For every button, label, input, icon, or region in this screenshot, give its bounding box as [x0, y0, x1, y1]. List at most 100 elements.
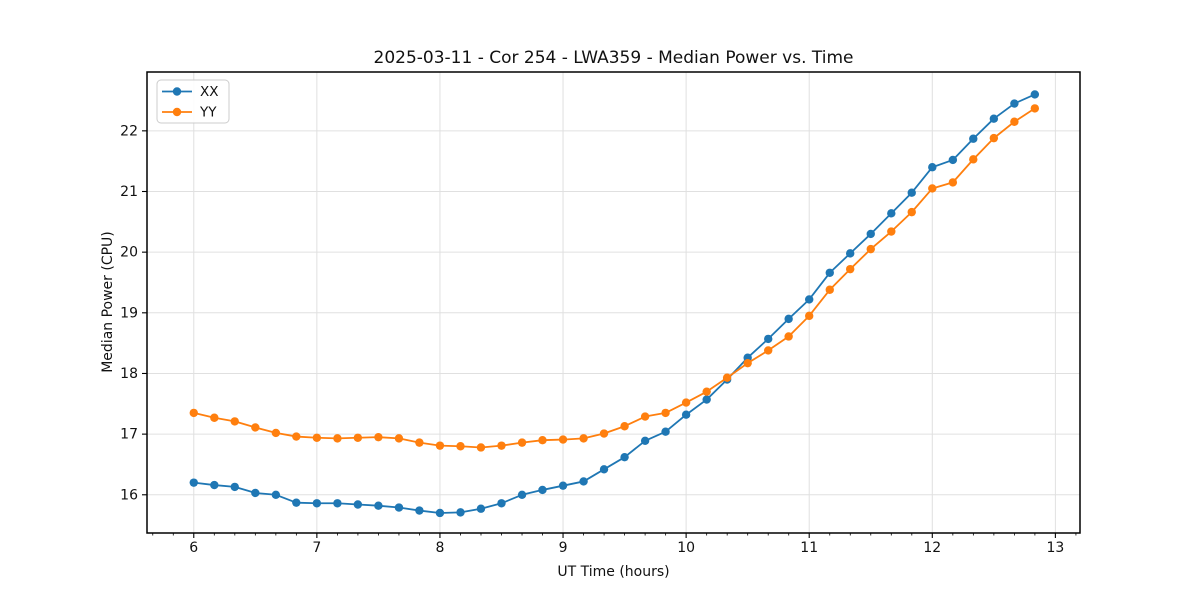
y-tick-label: 20: [120, 245, 138, 261]
data-point-XX: [640, 436, 650, 445]
data-point-YY: [353, 433, 363, 442]
data-point-YY: [599, 429, 609, 438]
data-point-XX: [825, 268, 834, 277]
data-point-YY: [292, 432, 301, 441]
data-point-XX: [558, 481, 568, 490]
data-point-XX: [251, 488, 260, 498]
data-point-XX: [292, 498, 301, 507]
data-point-XX: [353, 500, 363, 509]
data-point-XX: [989, 114, 999, 123]
data-point-XX: [456, 508, 465, 517]
y-tick-label: 19: [120, 305, 138, 321]
axes-spines: [146, 71, 1081, 534]
chart-title: 2025-03-11 - Cor 254 - LWA359 - Median P…: [373, 48, 854, 68]
data-point-YY: [394, 434, 404, 443]
data-point-XX: [969, 134, 978, 143]
data-point-YY: [661, 408, 670, 418]
data-point-XX: [271, 490, 281, 499]
x-tick-label: 10: [677, 540, 695, 556]
data-point-XX: [702, 395, 711, 404]
data-point-YY: [620, 422, 629, 431]
data-point-XX: [517, 490, 527, 499]
data-point-YY: [948, 178, 958, 187]
data-point-YY: [989, 133, 999, 143]
data-point-YY: [579, 434, 588, 443]
legend-marker-YY: [172, 107, 182, 117]
data-point-YY: [189, 408, 198, 418]
data-point-YY: [969, 155, 978, 164]
data-point-XX: [210, 480, 219, 490]
data-point-XX: [374, 501, 383, 510]
data-point-YY: [907, 207, 916, 217]
y-tick-label: 17: [120, 427, 138, 443]
data-point-XX: [764, 334, 773, 344]
data-point-YY: [845, 264, 855, 274]
y-axis-label: Median Power (CPU): [100, 231, 116, 373]
data-point-XX: [394, 503, 404, 512]
data-point-YY: [681, 398, 691, 407]
data-point-YY: [558, 435, 568, 444]
x-tick-label: 11: [800, 540, 818, 556]
data-point-XX: [1010, 99, 1019, 108]
data-point-YY: [230, 417, 239, 426]
x-tick-label: 6: [189, 540, 198, 556]
x-tick-label: 8: [435, 540, 444, 556]
y-tick-label: 22: [120, 123, 138, 139]
data-point-YY: [764, 346, 773, 355]
data-point-YY: [887, 227, 896, 236]
data-point-XX: [599, 465, 609, 474]
x-tick-label: 7: [312, 540, 321, 556]
data-point-XX: [681, 410, 691, 419]
data-point-XX: [784, 314, 793, 324]
data-point-XX: [538, 485, 547, 495]
legend-label-YY: YY: [199, 105, 217, 121]
data-point-YY: [251, 423, 260, 432]
data-point-YY: [928, 184, 937, 193]
data-point-YY: [825, 285, 834, 294]
data-point-XX: [928, 163, 937, 172]
data-point-YY: [1010, 117, 1019, 126]
data-point-YY: [497, 441, 506, 450]
y-tick-label: 21: [120, 184, 138, 200]
data-point-XX: [415, 506, 424, 515]
data-point-YY: [805, 311, 814, 321]
y-tick-label: 16: [120, 487, 138, 503]
data-point-XX: [435, 508, 445, 518]
legend-marker-XX: [172, 87, 182, 96]
data-point-YY: [640, 412, 650, 421]
data-point-YY: [702, 387, 711, 396]
data-point-YY: [538, 435, 547, 445]
data-point-YY: [722, 373, 732, 382]
data-point-YY: [271, 428, 281, 438]
data-point-XX: [333, 499, 342, 508]
data-point-XX: [189, 478, 198, 487]
data-point-XX: [497, 499, 506, 508]
data-point-XX: [948, 155, 958, 165]
data-point-YY: [210, 413, 219, 422]
data-point-XX: [476, 504, 486, 513]
data-point-XX: [866, 229, 875, 239]
data-point-YY: [743, 358, 752, 368]
data-point-YY: [517, 438, 527, 447]
data-point-YY: [374, 432, 383, 442]
data-point-YY: [476, 443, 486, 452]
data-point-YY: [312, 433, 322, 442]
data-point-XX: [312, 499, 322, 508]
data-point-XX: [230, 482, 239, 492]
x-tick-label: 13: [1046, 540, 1064, 556]
data-point-YY: [1030, 104, 1040, 113]
y-tick-label: 18: [120, 366, 138, 382]
x-tick-label: 9: [559, 540, 568, 556]
data-point-XX: [661, 427, 670, 436]
data-point-XX: [620, 452, 629, 462]
data-point-YY: [456, 442, 465, 451]
data-point-XX: [579, 477, 588, 486]
x-tick-label: 12: [923, 540, 941, 556]
data-point-XX: [907, 188, 916, 197]
data-point-YY: [435, 441, 445, 450]
data-point-YY: [415, 438, 424, 447]
series-line-YY: [193, 107, 1036, 449]
data-point-XX: [845, 249, 855, 258]
